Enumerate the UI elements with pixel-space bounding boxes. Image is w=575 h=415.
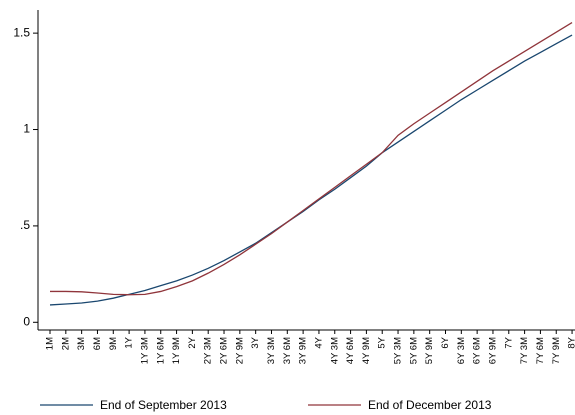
x-tick-label: 4Y 3M <box>329 337 340 364</box>
x-tick-label: 1M <box>45 337 56 350</box>
x-tick-label: 4Y 9M <box>361 337 372 364</box>
x-tick-label: 7Y 9M <box>551 337 562 364</box>
x-tick-label: 2Y 6M <box>219 337 230 364</box>
x-tick-label: 6Y 6M <box>472 337 483 364</box>
x-tick-label: 1Y 6M <box>155 337 166 364</box>
legend-label: End of December 2013 <box>368 398 492 412</box>
x-tick-label: 3M <box>76 337 87 350</box>
x-tick-label: 5Y 3M <box>393 337 404 364</box>
x-tick-label: 1Y 9M <box>171 337 182 364</box>
x-tick-label: 5Y <box>377 336 388 348</box>
x-tick-label: 2Y 9M <box>234 337 245 364</box>
series-line <box>50 21 573 296</box>
y-tick-label: 0 <box>23 314 30 328</box>
x-tick-label: 1Y <box>124 336 135 348</box>
x-tick-label: 7Y 3M <box>519 337 530 364</box>
x-tick-label: 5Y 6M <box>408 337 419 364</box>
x-tick-label: 2Y 3M <box>203 337 214 364</box>
x-tick-label: 3Y 9M <box>298 337 309 364</box>
x-tick-label: 3Y <box>250 336 261 348</box>
x-tick-label: 5Y 9M <box>424 337 435 364</box>
y-tick-label: 1 <box>23 122 30 136</box>
x-tick-label: 6Y 9M <box>487 337 498 364</box>
x-tick-label: 3Y 6M <box>282 337 293 364</box>
x-tick-label: 9M <box>108 337 119 350</box>
x-tick-label: 7Y <box>503 336 514 348</box>
x-tick-label: 4Y 6M <box>345 337 356 364</box>
x-tick-label: 2Y <box>187 336 198 348</box>
x-tick-label: 6Y 3M <box>456 337 467 364</box>
x-tick-label: 3Y 3M <box>266 337 277 364</box>
x-tick-label: 2M <box>60 337 71 350</box>
legend-label: End of September 2013 <box>100 398 227 412</box>
x-tick-label: 7Y 6M <box>535 337 546 364</box>
y-tick-label: 1.5 <box>13 25 30 39</box>
x-tick-label: 4Y <box>313 336 324 348</box>
x-tick-label: 8Y <box>567 336 575 348</box>
y-tick-label: .5 <box>20 218 30 232</box>
x-tick-label: 6Y <box>440 336 451 348</box>
x-tick-label: 6M <box>92 337 103 350</box>
x-tick-label: 1Y 3M <box>139 337 150 364</box>
series-line <box>49 34 573 306</box>
